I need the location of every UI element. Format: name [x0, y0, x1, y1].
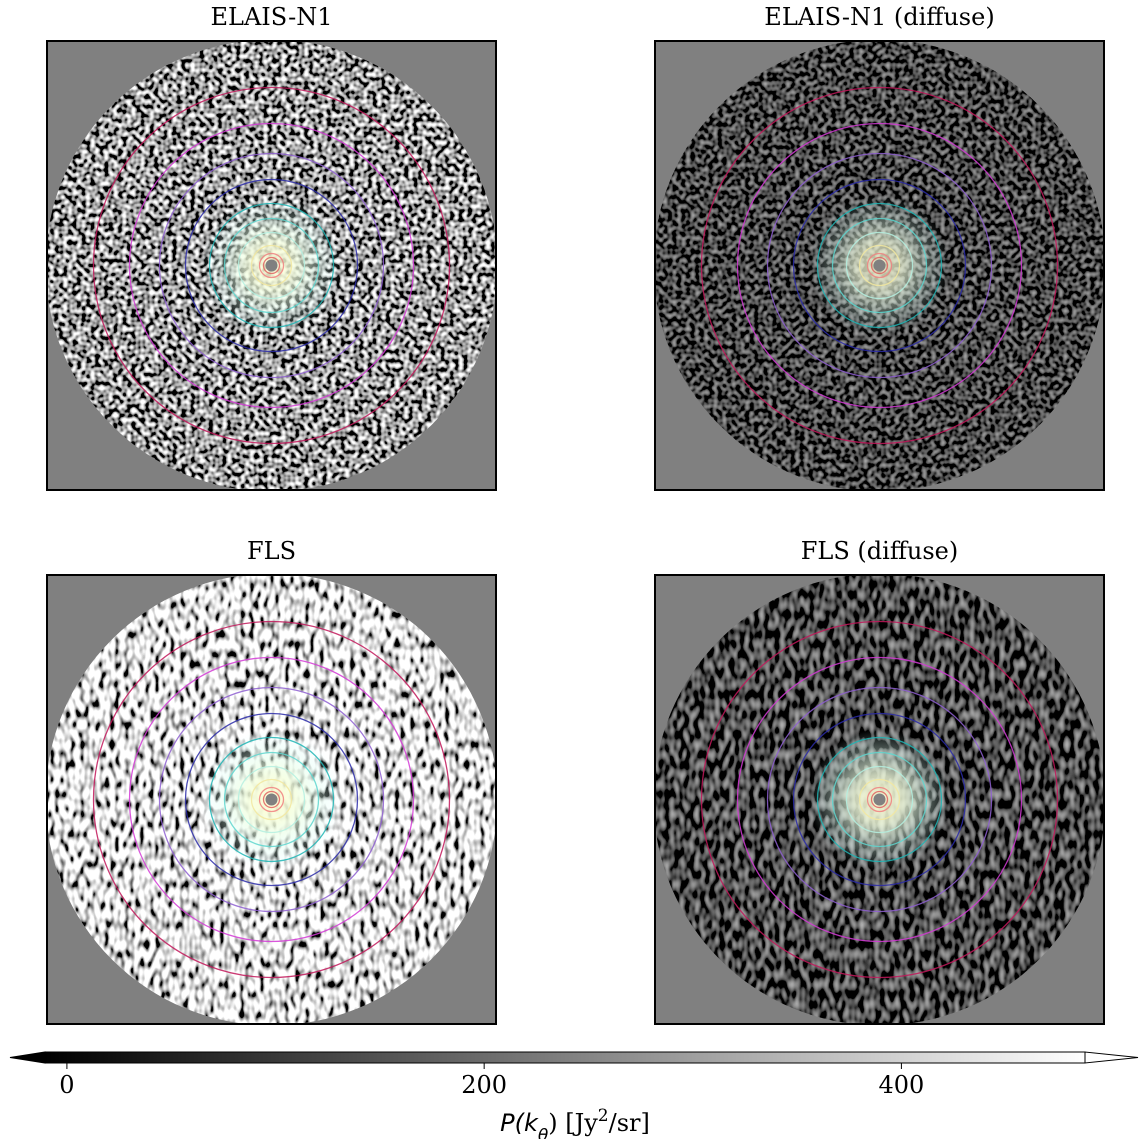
contour	[208, 202, 335, 329]
panel	[654, 574, 1105, 1025]
contour	[858, 778, 901, 821]
contour	[831, 217, 928, 314]
center-mask	[873, 259, 886, 272]
contour	[92, 620, 451, 979]
contour	[816, 736, 943, 863]
panel-title: FLS (diffuse)	[801, 537, 958, 565]
tick-label: 400	[879, 1071, 925, 1099]
center-mask	[873, 793, 886, 806]
contour	[158, 686, 385, 913]
panel-frame	[654, 574, 1105, 1025]
label-part: 2	[598, 1106, 609, 1126]
contour	[736, 656, 1023, 943]
panel-title: ELAIS-N1 (diffuse)	[764, 3, 994, 31]
contour	[128, 656, 415, 943]
contour	[866, 786, 893, 813]
panel	[46, 40, 497, 491]
contour	[736, 122, 1023, 409]
contour	[128, 122, 415, 409]
contour	[223, 217, 320, 314]
contour	[184, 178, 359, 353]
panel-frame	[46, 574, 497, 1025]
contour	[262, 256, 281, 275]
colorbar-extend-low	[9, 1051, 46, 1064]
label-part: P(k	[500, 1109, 539, 1137]
colorbar-label: P(kθ) [Jy2/sr]	[500, 1106, 650, 1139]
panel-frame	[654, 40, 1105, 491]
tick-label: 200	[461, 1071, 507, 1099]
tick-label: 0	[59, 1071, 74, 1099]
contour	[158, 152, 385, 379]
label-part: ) [Jy	[548, 1109, 598, 1137]
contour	[262, 790, 281, 809]
contour	[700, 86, 1059, 445]
contour	[766, 152, 993, 379]
contour	[845, 231, 914, 300]
contour	[870, 790, 889, 809]
panel	[654, 40, 1105, 491]
contour	[250, 244, 293, 287]
colorbar	[44, 1051, 1086, 1064]
contour	[258, 786, 285, 813]
contour	[866, 252, 893, 279]
panel-frame	[46, 40, 497, 491]
panel-title: ELAIS-N1	[211, 3, 333, 31]
contour	[845, 765, 914, 834]
contour	[700, 620, 1059, 979]
contour	[792, 712, 967, 887]
contour	[870, 256, 889, 275]
contour	[258, 252, 285, 279]
contour	[816, 202, 943, 329]
panel	[46, 574, 497, 1025]
contour	[92, 86, 451, 445]
center-mask	[265, 259, 278, 272]
contour	[237, 765, 306, 834]
center-mask	[265, 793, 278, 806]
contour	[237, 231, 306, 300]
contour	[250, 778, 293, 821]
panel-title: FLS	[247, 537, 296, 565]
label-part: /sr]	[609, 1109, 650, 1137]
contour	[831, 751, 928, 848]
contour	[184, 712, 359, 887]
contour	[208, 736, 335, 863]
label-part: θ	[538, 1126, 549, 1139]
contour	[858, 244, 901, 287]
contour	[223, 751, 320, 848]
contour	[792, 178, 967, 353]
contour	[766, 686, 993, 913]
colorbar-extend-high	[1084, 1051, 1139, 1064]
